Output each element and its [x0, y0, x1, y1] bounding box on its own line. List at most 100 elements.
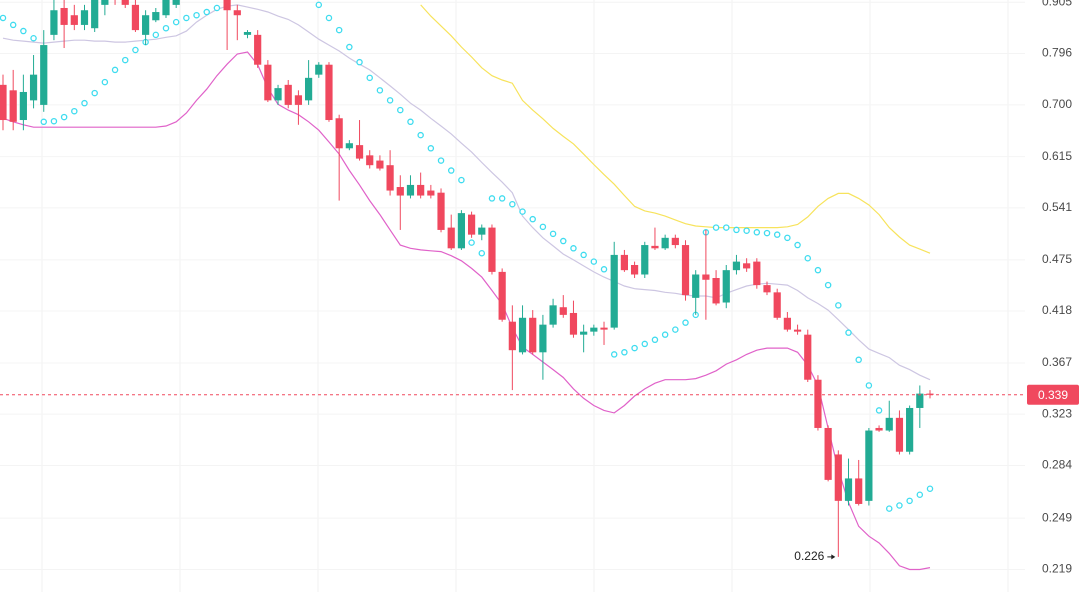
sar-dot: [896, 502, 903, 509]
sar-dot: [641, 340, 649, 348]
candle-body: [569, 312, 578, 335]
sar-dot: [855, 356, 862, 364]
candle-body: [355, 145, 364, 159]
sar-dot: [906, 497, 913, 505]
candle-body: [315, 64, 323, 75]
sar-dot: [366, 74, 373, 82]
candle-body: [19, 91, 27, 121]
candle-body: [294, 95, 303, 105]
candle-body: [763, 285, 771, 293]
y-tick-label: 0.541: [1042, 200, 1072, 214]
y-tick-label: 0.615: [1042, 149, 1072, 163]
sar-dot: [458, 176, 465, 184]
candle-body: [70, 15, 78, 25]
candle-body: [559, 307, 567, 315]
candle-body: [264, 64, 272, 101]
sar-dot: [9, 21, 17, 29]
sar-dot: [712, 224, 720, 231]
sar-dot: [621, 349, 628, 356]
y-tick-label: 0.367: [1042, 355, 1072, 369]
candle-body: [895, 417, 904, 452]
candle-body: [386, 165, 394, 191]
candle-body: [661, 237, 669, 249]
sar-dot: [40, 118, 47, 126]
candle-body: [518, 317, 527, 353]
sar-dot: [325, 14, 333, 22]
candle-body: [824, 427, 832, 480]
candle-body: [529, 317, 537, 353]
candle-body: [926, 393, 934, 395]
candle-body: [865, 430, 873, 501]
price-label: 0.339: [1038, 388, 1068, 402]
candle-body: [447, 227, 455, 249]
candle-body: [396, 187, 404, 196]
sar-dot: [539, 223, 547, 231]
sar-dot: [121, 56, 129, 64]
candle-body: [478, 227, 486, 235]
candle-body: [732, 261, 741, 271]
candle-body: [376, 160, 384, 169]
y-tick-label: 0.284: [1042, 458, 1072, 472]
candle-body: [233, 10, 241, 16]
candle-body: [681, 245, 690, 296]
y-tick-label: 0.475: [1042, 252, 1072, 266]
sar-dot: [631, 344, 638, 352]
candle-body: [406, 184, 415, 196]
candle-body: [620, 254, 628, 271]
candle-body: [875, 427, 883, 431]
candle-body: [142, 15, 150, 35]
candle-body: [80, 10, 89, 25]
sar-dot: [773, 231, 781, 238]
candle-body: [274, 88, 282, 101]
sar-dot: [152, 31, 160, 39]
candle-body: [753, 261, 761, 286]
candle-body: [335, 118, 343, 149]
candle-body: [702, 274, 710, 280]
sar-dot: [193, 11, 200, 19]
candle-body: [885, 417, 893, 431]
candle-body: [345, 143, 353, 149]
annotation-arrowhead: [831, 554, 836, 560]
sar-dot: [661, 331, 669, 338]
sar-dot: [71, 107, 78, 115]
sar-dot: [386, 97, 394, 104]
candle-body: [9, 90, 17, 122]
y-tick-label: 0.323: [1042, 406, 1072, 420]
candle-body: [580, 331, 588, 335]
candle-body: [855, 478, 863, 504]
candle-body: [610, 254, 618, 328]
sar-dot: [926, 485, 934, 492]
candle-body: [814, 379, 822, 428]
sar-dot: [804, 254, 812, 262]
sar-dot: [101, 78, 109, 86]
candle-body: [804, 334, 812, 380]
sar-dot: [570, 245, 577, 252]
sar-dot: [835, 302, 842, 309]
candle-body: [651, 245, 659, 249]
sar-dot: [916, 491, 924, 499]
y-tick-label: 0.700: [1042, 97, 1072, 111]
sar-dot: [30, 34, 37, 42]
sar-dot: [886, 505, 893, 512]
candle-body: [834, 454, 842, 501]
sar-dot: [733, 226, 740, 234]
candle-body: [152, 12, 160, 21]
candle-body: [539, 324, 547, 353]
sar-dot: [417, 131, 424, 139]
sar-dot: [560, 237, 567, 245]
candle-body: [254, 34, 262, 65]
sar-dot: [600, 266, 608, 273]
candle-body: [508, 321, 516, 351]
candle-body: [773, 292, 781, 318]
candle-body: [692, 274, 700, 298]
candle-body: [172, 0, 180, 5]
sar-dot: [376, 87, 384, 94]
candle-body: [223, 0, 231, 11]
sar-dot: [488, 195, 496, 202]
sar-dot: [743, 227, 750, 234]
sar-dot: [824, 281, 832, 289]
candle-body: [641, 245, 649, 275]
sar-dot: [162, 24, 170, 32]
candle-body: [131, 4, 140, 31]
